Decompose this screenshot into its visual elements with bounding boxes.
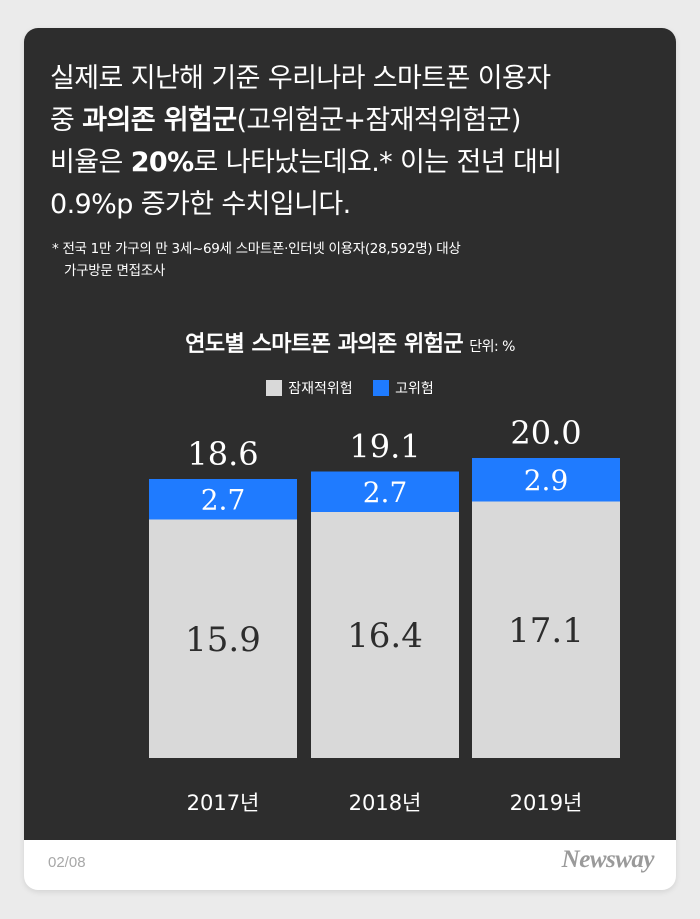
headline: 실제로 지난해 기준 우리나라 스마트폰 이용자 중 과의존 위험군(고위험군+… bbox=[50, 58, 660, 226]
data-label-high-0: 2.7 bbox=[201, 483, 246, 516]
bar-high-0 bbox=[149, 479, 297, 520]
newsway-logo: Newsway bbox=[561, 846, 655, 873]
data-label-potential-2: 17.1 bbox=[508, 611, 584, 651]
headline-line-3: 비율은 20%로 나타났는데요.* 이는 전년 대비 bbox=[50, 142, 660, 184]
total-label-1: 19.1 bbox=[349, 428, 420, 466]
x-tick-label-2: 2019년 bbox=[510, 791, 583, 815]
headline-line-2: 중 과의존 위험군(고위험군+잠재적위험군) bbox=[50, 100, 660, 142]
headline-line-2-pre: 중 bbox=[50, 105, 83, 136]
footnote: * 전국 1만 가구의 만 3세~69세 스마트폰·인터넷 이용자(28,592… bbox=[52, 238, 652, 282]
headline-line-2-bold: 과의존 위험군 bbox=[82, 105, 237, 136]
dark-panel: 실제로 지난해 기준 우리나라 스마트폰 이용자 중 과의존 위험군(고위험군+… bbox=[24, 28, 676, 840]
bar-high-1 bbox=[311, 471, 459, 512]
data-label-high-1: 2.7 bbox=[363, 476, 408, 509]
headline-line-4: 0.9%p 증가한 수치입니다. bbox=[50, 189, 351, 220]
data-label-potential-0: 15.9 bbox=[185, 620, 261, 660]
card: 실제로 지난해 기준 우리나라 스마트폰 이용자 중 과의존 위험군(고위험군+… bbox=[24, 28, 676, 890]
headline-line-1: 실제로 지난해 기준 우리나라 스마트폰 이용자 bbox=[50, 63, 551, 94]
headline-line-3-post: 로 나타났는데요.* 이는 전년 대비 bbox=[193, 147, 563, 178]
legend: 잠재적위험 고위험 bbox=[24, 378, 676, 398]
chart-title-text: 연도별 스마트폰 과의존 위험군 bbox=[185, 332, 464, 357]
chart-title: 연도별 스마트폰 과의존 위험군 단위: % bbox=[24, 326, 676, 358]
data-label-high-2: 2.9 bbox=[524, 464, 569, 497]
data-label-potential-1: 16.4 bbox=[347, 616, 423, 656]
bar-potential-1 bbox=[311, 512, 459, 758]
headline-line-3-pre: 비율은 bbox=[50, 147, 131, 178]
legend-label-high: 고위험 bbox=[395, 381, 434, 397]
legend-label-potential: 잠재적위험 bbox=[288, 381, 353, 397]
legend-item-high: 고위험 bbox=[373, 378, 434, 398]
total-label-2: 20.0 bbox=[510, 414, 581, 452]
page-number: 02/08 bbox=[48, 854, 86, 871]
stacked-bar-chart: 15.9 2.7 18.6 2017년 16.4 2.7 19.1 2018년 17.1 2.9 2… bbox=[149, 414, 620, 815]
total-label-0: 18.6 bbox=[187, 435, 258, 473]
bar-high-2 bbox=[472, 458, 620, 502]
chart-unit: 단위: % bbox=[469, 339, 515, 355]
bar-potential-2 bbox=[472, 501, 620, 758]
legend-item-potential: 잠재적위험 bbox=[266, 378, 353, 398]
x-tick-label-0: 2017년 bbox=[187, 791, 260, 815]
footnote-line-2: 가구방문 면접조사 bbox=[64, 263, 165, 279]
legend-swatch-potential bbox=[266, 380, 283, 396]
footnote-line-1: * 전국 1만 가구의 만 3세~69세 스마트폰·인터넷 이용자(28,592… bbox=[52, 241, 461, 257]
headline-line-3-bold: 20% bbox=[130, 147, 194, 178]
legend-swatch-high bbox=[373, 380, 390, 396]
headline-line-2-post: (고위험군+잠재적위험군) bbox=[236, 105, 521, 136]
x-tick-label-1: 2018년 bbox=[349, 791, 422, 815]
bar-potential-0 bbox=[149, 519, 297, 758]
